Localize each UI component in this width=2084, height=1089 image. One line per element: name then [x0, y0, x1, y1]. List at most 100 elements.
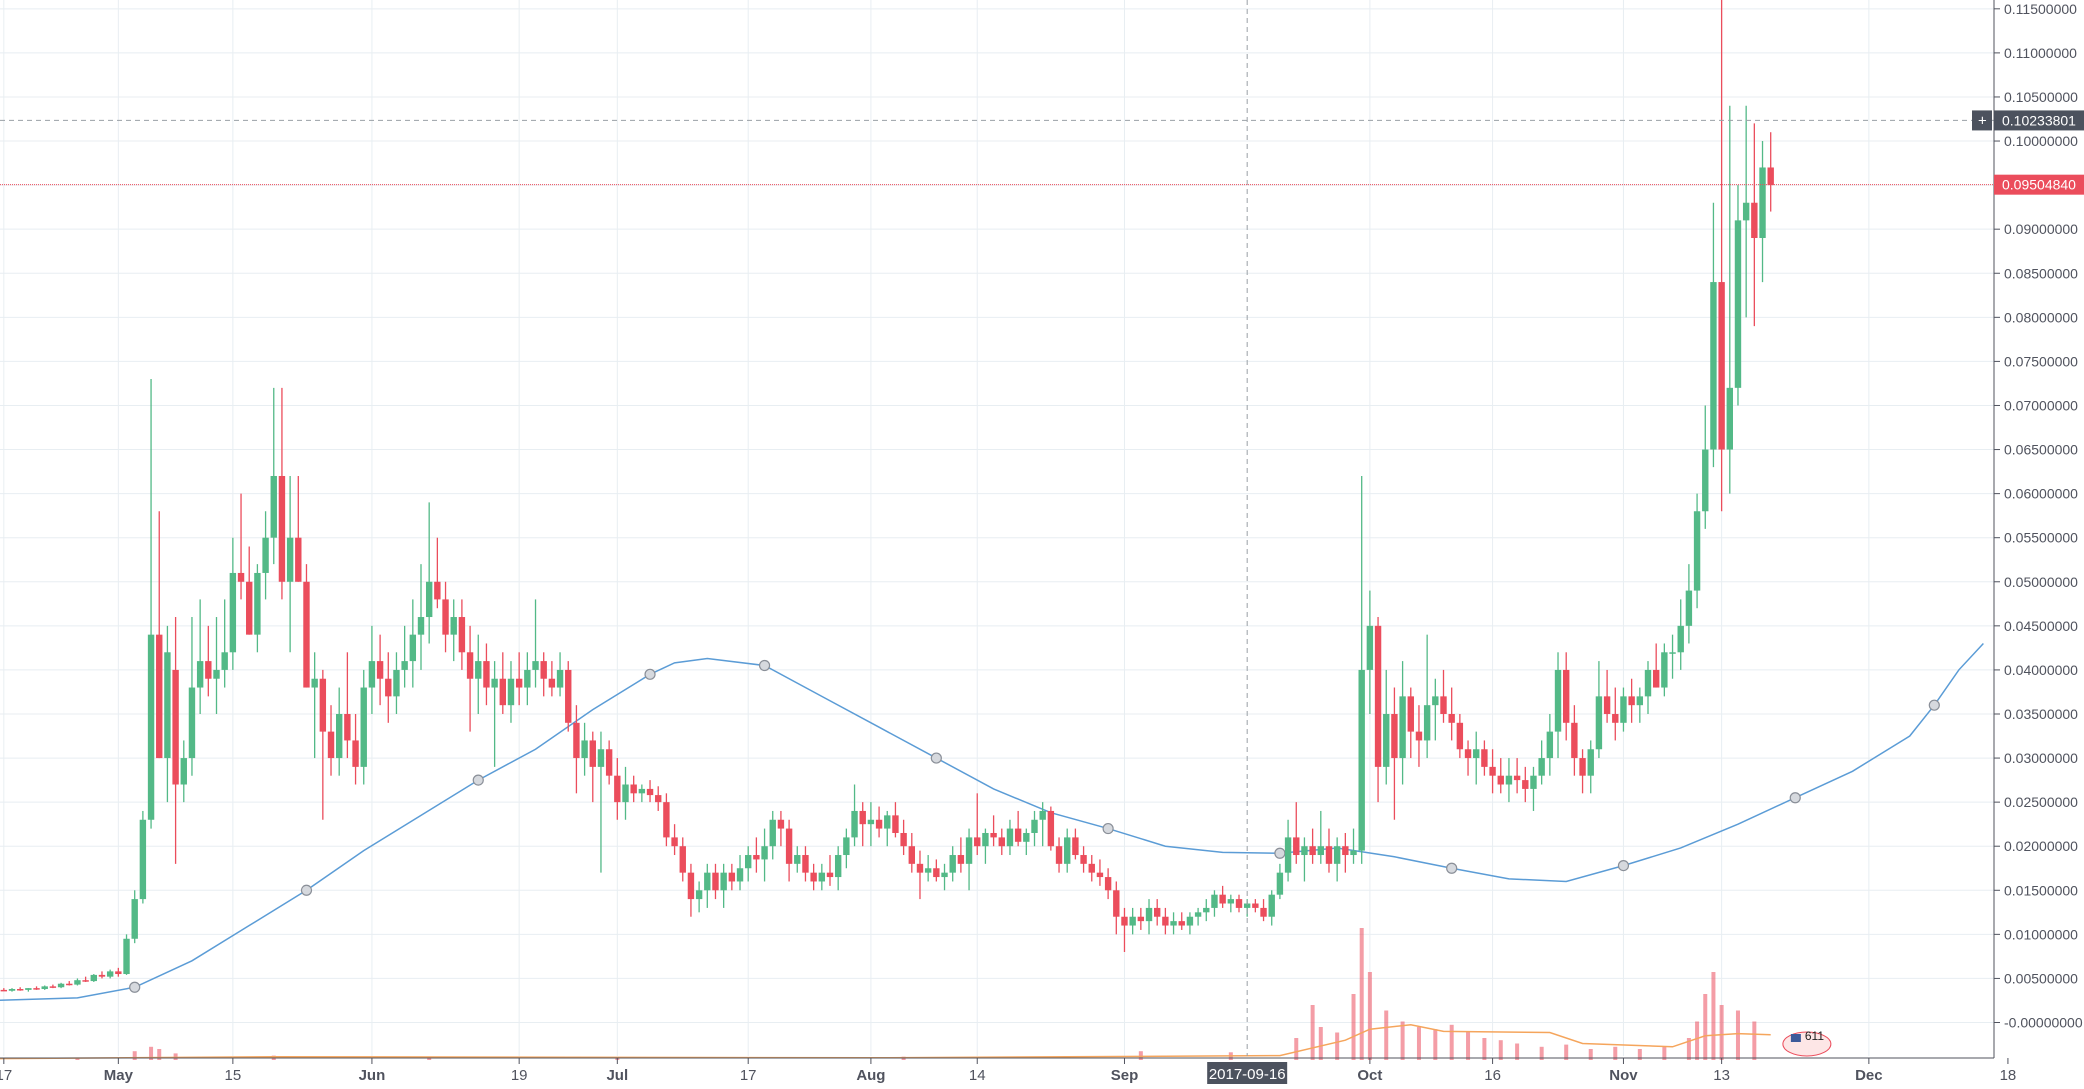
candle-body — [393, 669, 400, 697]
volume-bar — [1384, 1010, 1389, 1060]
price-tick-label: 0.11000000 — [2004, 45, 2077, 61]
candle — [1612, 687, 1619, 741]
ma-marker — [1446, 862, 1458, 874]
time-tick-label: 19 — [511, 1067, 528, 1084]
candle — [1603, 669, 1611, 723]
volume-bar — [1416, 1027, 1421, 1060]
candle — [1268, 890, 1275, 926]
price-tick-label: 0.11500000 — [2004, 1, 2077, 17]
candle-body — [1006, 828, 1014, 847]
candle-body — [638, 788, 646, 794]
candle — [974, 793, 981, 856]
candle-body — [777, 819, 785, 829]
candle-body — [581, 740, 588, 759]
candle — [1374, 617, 1382, 803]
candle-body — [1489, 766, 1496, 776]
crosshair-price-badge — [1994, 110, 2084, 131]
candle — [679, 837, 686, 882]
candle — [1325, 828, 1333, 873]
price-tick-label: 0.06500000 — [2004, 442, 2078, 458]
time-axis[interactable]: 17 May 15 Jun 19 Jul 17 Aug 14 Sep Oct 16 Nov 13 Dec 18… — [0, 1057, 2016, 1084]
candle-body — [49, 986, 57, 988]
candle — [1219, 885, 1226, 908]
volume-bar — [1498, 1040, 1503, 1060]
time-tick-label: Aug — [856, 1067, 885, 1084]
candle-body — [859, 810, 866, 825]
candle — [720, 863, 727, 908]
candle — [1162, 907, 1169, 935]
candle — [229, 537, 237, 670]
candle-body — [655, 795, 662, 803]
time-tick-label: Jun — [359, 1067, 386, 1084]
candle-body — [1440, 696, 1447, 714]
candle — [147, 379, 155, 829]
ma-marker — [1617, 860, 1630, 872]
price-tick-label: 0.09000000 — [2004, 221, 2078, 237]
candle — [924, 855, 932, 882]
candle-body — [1636, 696, 1644, 706]
candle — [1203, 899, 1210, 922]
candle-body — [131, 899, 138, 939]
candle — [998, 828, 1005, 856]
volume-bar — [149, 1046, 154, 1060]
price-axis[interactable]: 0.11500000 0.11000000 0.10500000 0.10000000… — [1972, 0, 2084, 1084]
volume-bar — [1711, 972, 1716, 1060]
candle-body — [1505, 775, 1513, 785]
candle-body — [998, 837, 1005, 847]
candle-body — [1571, 722, 1578, 759]
candle — [1538, 740, 1545, 785]
volume-bar — [132, 1051, 137, 1060]
candle — [1014, 810, 1022, 847]
candle-body — [1767, 167, 1774, 186]
candle-body — [1178, 921, 1185, 926]
crosshair-price-label: 0.10233801 — [2002, 112, 2076, 128]
candle — [614, 758, 621, 820]
candle-body — [1399, 696, 1406, 759]
candle-body — [1309, 846, 1316, 856]
candle — [1227, 894, 1235, 913]
candle-body — [401, 661, 408, 670]
candle-body — [1726, 387, 1733, 450]
candle — [761, 828, 768, 882]
crosshair-date-badge — [1207, 1062, 1288, 1084]
candle — [221, 599, 228, 688]
candle-body — [442, 599, 449, 635]
candle — [1742, 105, 1750, 318]
flag-icon[interactable]: 611 — [1782, 1029, 1832, 1057]
candle — [1432, 678, 1439, 741]
candle-body — [1734, 220, 1742, 388]
candle — [1620, 687, 1627, 732]
candle — [1456, 713, 1464, 759]
candle — [1481, 740, 1488, 776]
candle-body — [663, 802, 670, 838]
candle — [1154, 899, 1161, 926]
candle-body — [139, 819, 147, 900]
candle — [180, 740, 187, 803]
candle-body — [671, 837, 678, 847]
candle-body — [1513, 775, 1521, 781]
candle-body — [376, 661, 384, 679]
time-tick-label: Oct — [1357, 1067, 1382, 1084]
price-tick-label: -0.00000000 — [2004, 1015, 2083, 1031]
candle-body — [1358, 669, 1365, 851]
candle-body — [1301, 846, 1308, 856]
candle — [1522, 766, 1529, 803]
candle — [311, 652, 318, 759]
candle-body — [425, 581, 433, 618]
flag-label: 611 — [1805, 1029, 1824, 1043]
crosshair-date-label: 2017-09-16 — [1209, 1066, 1286, 1083]
candle — [1473, 731, 1480, 785]
candle — [41, 985, 48, 990]
volume-bar — [1695, 1021, 1700, 1060]
volume-bar — [1588, 1049, 1593, 1060]
candle — [434, 537, 441, 609]
volume-bar — [1703, 994, 1708, 1060]
candle — [66, 981, 73, 986]
candle-body — [491, 678, 498, 688]
candle — [671, 824, 678, 856]
candle — [164, 625, 171, 803]
candle-body — [254, 572, 261, 635]
plus-icon: + — [1978, 112, 1987, 129]
